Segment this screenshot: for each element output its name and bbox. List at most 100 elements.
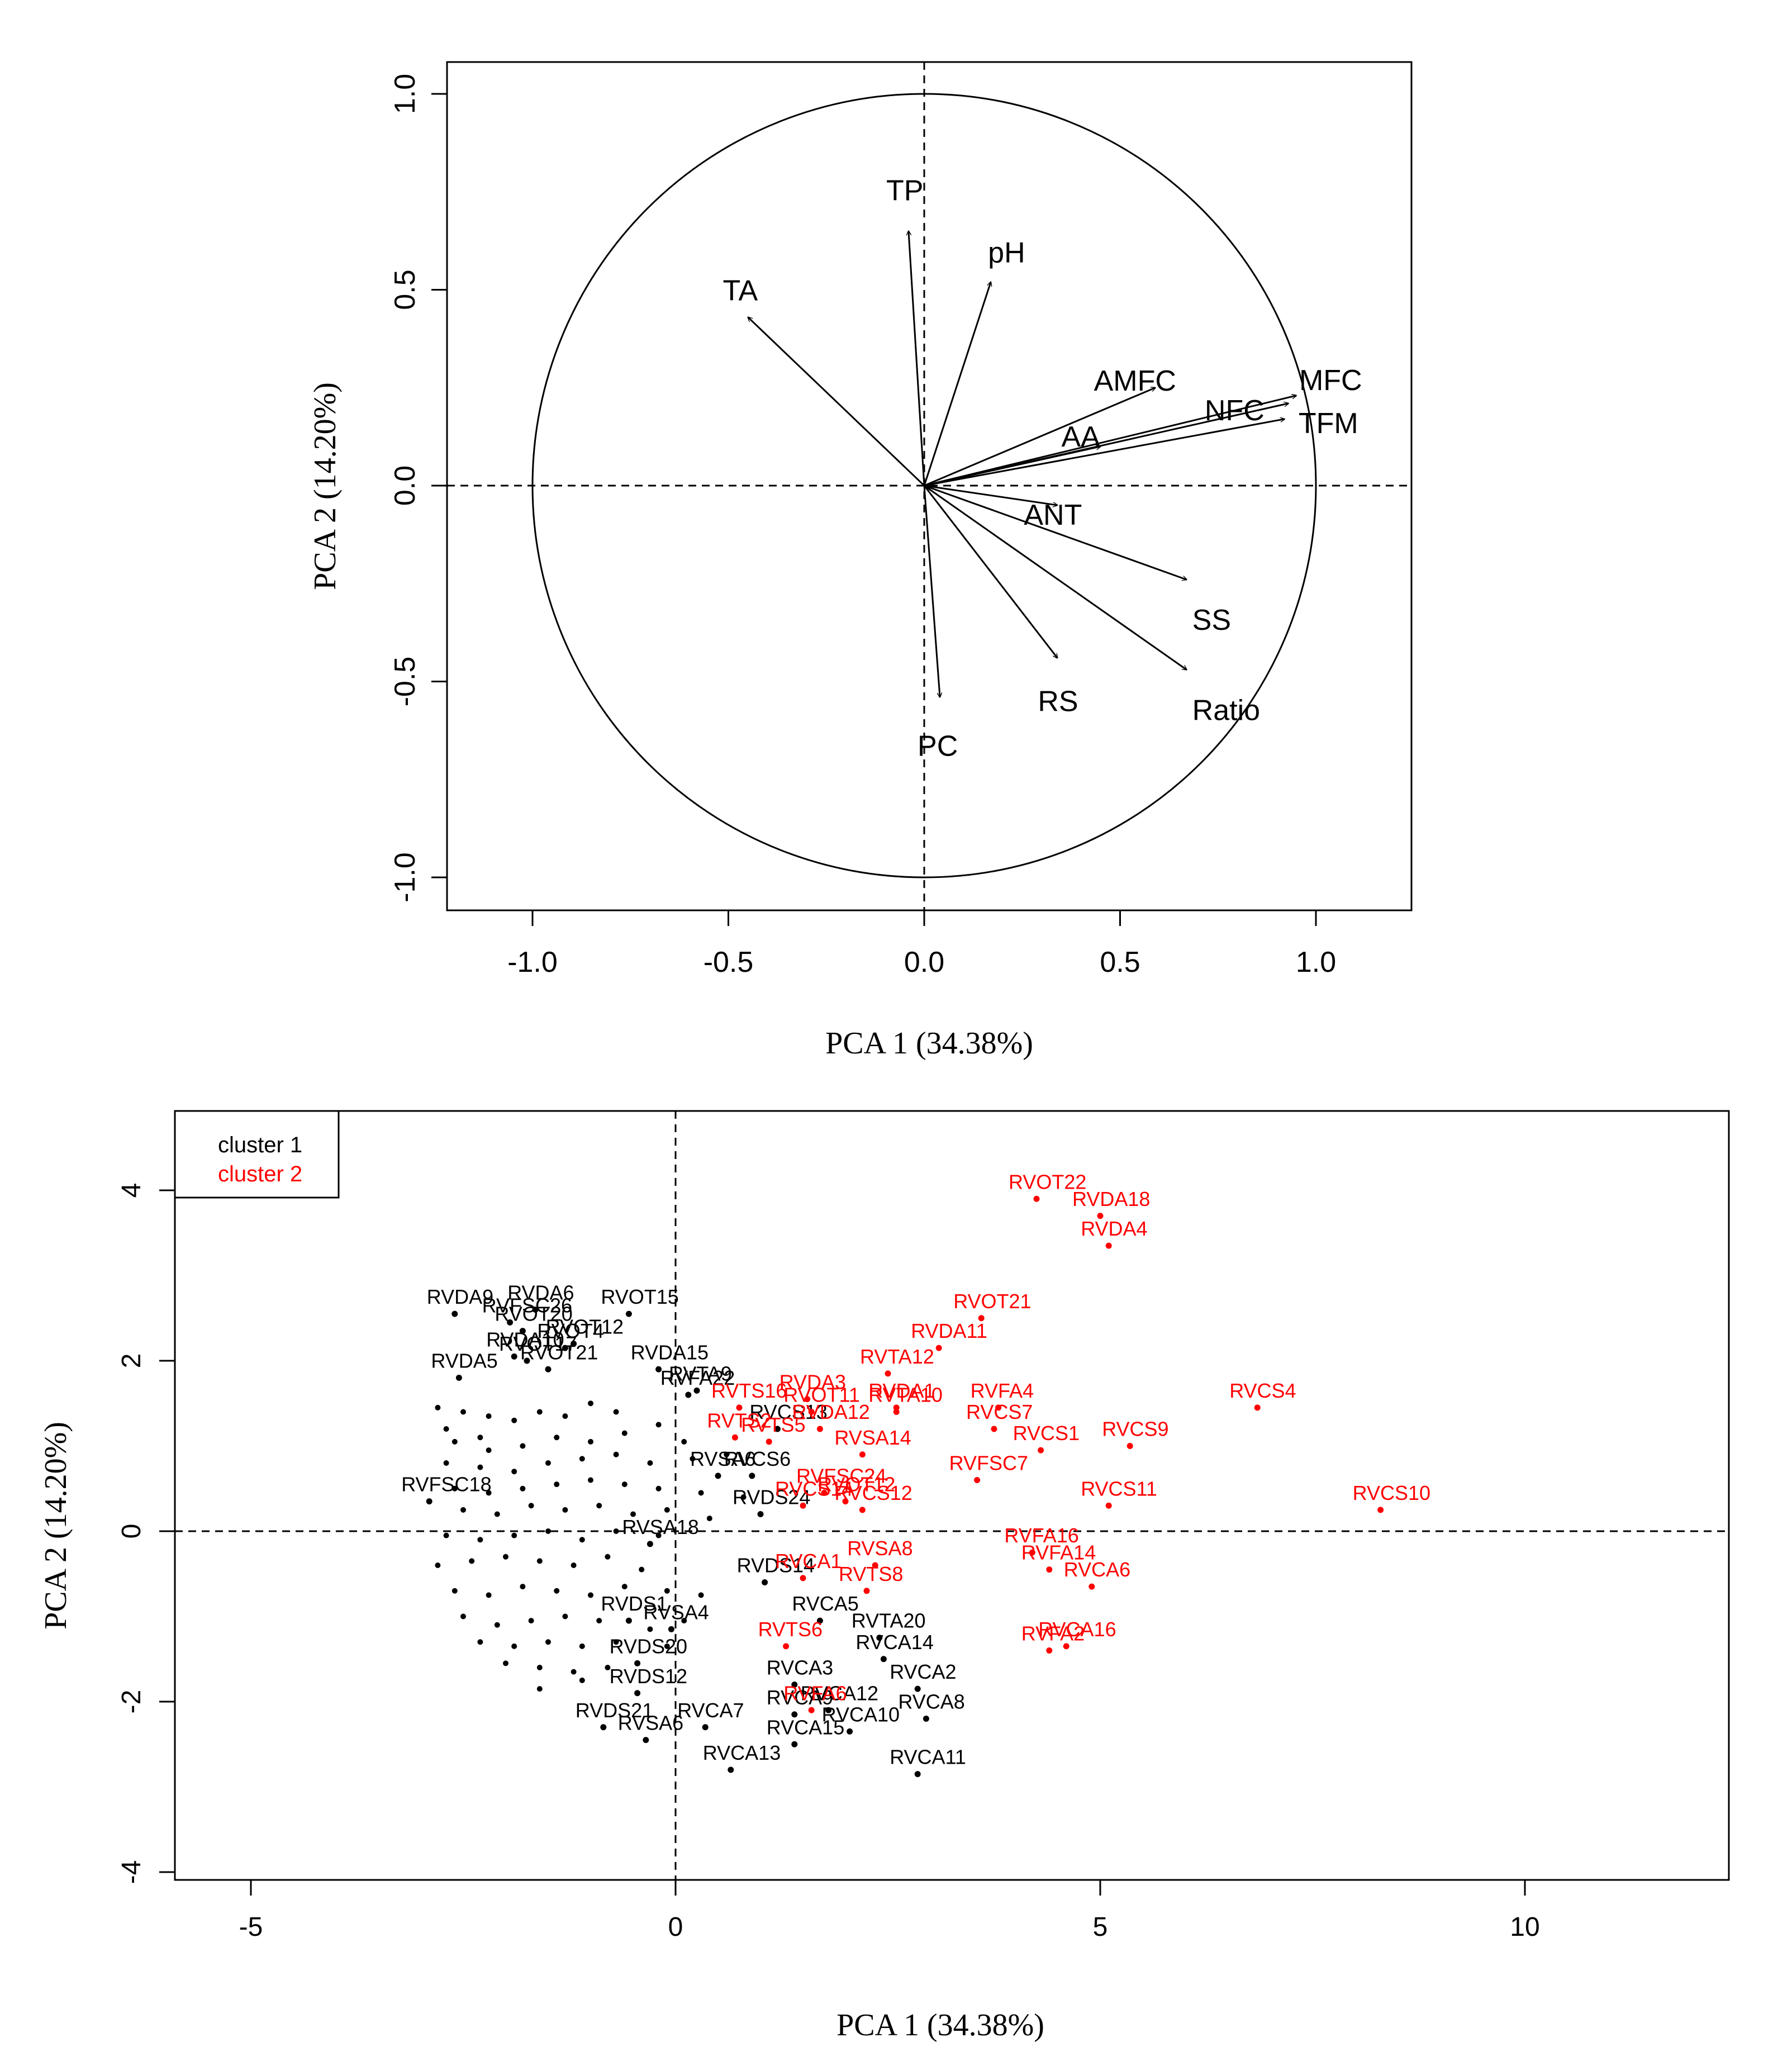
score-point xyxy=(524,1357,530,1364)
score-point xyxy=(477,1537,483,1543)
score-point xyxy=(715,1473,721,1479)
point-label: RVCA7 xyxy=(677,1699,744,1722)
vector-arrow-rs xyxy=(923,485,1057,658)
score-point xyxy=(460,1613,466,1619)
point-label: RVOT12 xyxy=(546,1315,624,1338)
score-point xyxy=(923,1716,929,1722)
score-point xyxy=(511,1532,517,1538)
vector-label-ant: ANT xyxy=(1024,499,1082,531)
score-point xyxy=(664,1507,670,1513)
y-tick-label: -0.5 xyxy=(389,657,421,707)
score-point xyxy=(571,1669,577,1675)
score-point xyxy=(588,1438,593,1445)
score-point xyxy=(451,1438,458,1445)
vector-label-ph: pH xyxy=(988,236,1025,269)
score-point xyxy=(914,1685,921,1692)
score-point xyxy=(702,1724,709,1731)
score-point xyxy=(978,1315,985,1322)
score-point xyxy=(816,1617,823,1624)
point-label: RVOT12 xyxy=(817,1473,895,1496)
point-label: RVCA14 xyxy=(855,1631,933,1654)
score-point xyxy=(724,1451,730,1457)
x-axis-ticks: -5 0 5 10 xyxy=(239,1880,1540,1942)
score-point xyxy=(588,1400,593,1407)
score-point xyxy=(647,1626,653,1632)
legend-entry-cluster-2: cluster 2 xyxy=(218,1162,302,1186)
score-point xyxy=(477,1639,483,1645)
score-point xyxy=(825,1707,832,1713)
point-label: RVDA3 xyxy=(779,1371,846,1394)
y-tick-label: -4 xyxy=(117,1860,146,1884)
score-point xyxy=(451,1310,458,1317)
score-point xyxy=(876,1635,883,1641)
score-point xyxy=(647,1460,653,1466)
score-point xyxy=(536,1558,543,1564)
score-point xyxy=(664,1643,670,1649)
score-point xyxy=(477,1464,483,1470)
vector-arrow-tfm xyxy=(924,419,1285,487)
point-label: RVSA4 xyxy=(643,1600,709,1623)
point-label: RVTA9 xyxy=(669,1362,732,1385)
score-point xyxy=(494,1511,500,1517)
point-label: RVDS14 xyxy=(737,1554,815,1577)
y-axis-label: PCA 2 (14.20%) xyxy=(39,1422,73,1630)
score-point xyxy=(643,1737,649,1744)
score-point xyxy=(486,1592,492,1598)
x-tick-label: 1.0 xyxy=(1296,946,1336,979)
point-label: RVOT22 xyxy=(1009,1170,1086,1193)
score-point xyxy=(520,1584,526,1590)
score-point xyxy=(520,1443,526,1449)
score-point xyxy=(774,1426,781,1432)
point-label: RVTS2 xyxy=(707,1409,771,1432)
point-label: RVDA9 xyxy=(427,1285,493,1308)
score-point xyxy=(477,1435,483,1441)
point-label: RVFSC7 xyxy=(949,1452,1028,1475)
score-point xyxy=(808,1707,815,1713)
score-point xyxy=(562,1613,568,1619)
vector-arrow-ph xyxy=(923,282,991,486)
score-point xyxy=(596,1503,602,1509)
point-label: RVSA18 xyxy=(622,1516,698,1538)
score-point xyxy=(885,1370,891,1377)
score-point xyxy=(698,1490,704,1496)
score-point xyxy=(1088,1583,1095,1590)
score-point xyxy=(639,1566,645,1573)
correlation-circle-plot: TP pH TA AMFC MFC NFC TFM AA ANT SS RS Ratio PC -1.0… xyxy=(308,61,1413,1061)
score-point xyxy=(511,1353,517,1360)
vector-label-pc: PC xyxy=(918,730,958,763)
y-axis-ticks: -1.0 -0.5 0.0 0.5 1.0 xyxy=(389,74,447,903)
y-tick-label: 0 xyxy=(117,1524,146,1539)
score-point xyxy=(554,1435,560,1441)
x-tick-label: -5 xyxy=(239,1912,263,1942)
point-label: RVCS1 xyxy=(1013,1422,1080,1445)
x-tick-label: 10 xyxy=(1510,1912,1539,1942)
point-label: RVCS12 xyxy=(834,1481,912,1504)
x-tick-label: 0.0 xyxy=(904,946,944,979)
score-point xyxy=(486,1447,492,1454)
vector-label-ta: TA xyxy=(723,275,758,307)
point-label: RVCS9 xyxy=(1102,1418,1168,1441)
score-point xyxy=(766,1438,772,1445)
score-point xyxy=(613,1451,619,1457)
score-point xyxy=(511,1417,517,1423)
score-point xyxy=(706,1516,712,1522)
score-point xyxy=(579,1456,585,1462)
vector-label-ss: SS xyxy=(1192,604,1231,637)
vector-arrow-ss xyxy=(924,485,1187,580)
score-point xyxy=(528,1618,534,1624)
point-label: RVOT21 xyxy=(520,1341,598,1364)
point-label: RVDS12 xyxy=(610,1665,687,1688)
point-label: RVOT4 xyxy=(537,1319,603,1342)
point-label: RVOT17 xyxy=(499,1332,577,1355)
score-point xyxy=(545,1639,551,1645)
unit-circle xyxy=(531,93,1317,878)
score-point xyxy=(1046,1647,1053,1654)
score-point xyxy=(863,1588,870,1594)
point-label: RVOT11 xyxy=(783,1384,860,1407)
score-point xyxy=(655,1485,662,1492)
score-point xyxy=(503,1554,508,1560)
point-label: RVCS11 xyxy=(1081,1477,1157,1500)
unit-circle-outline xyxy=(531,93,1317,878)
vector-arrow-ratio xyxy=(924,485,1187,669)
